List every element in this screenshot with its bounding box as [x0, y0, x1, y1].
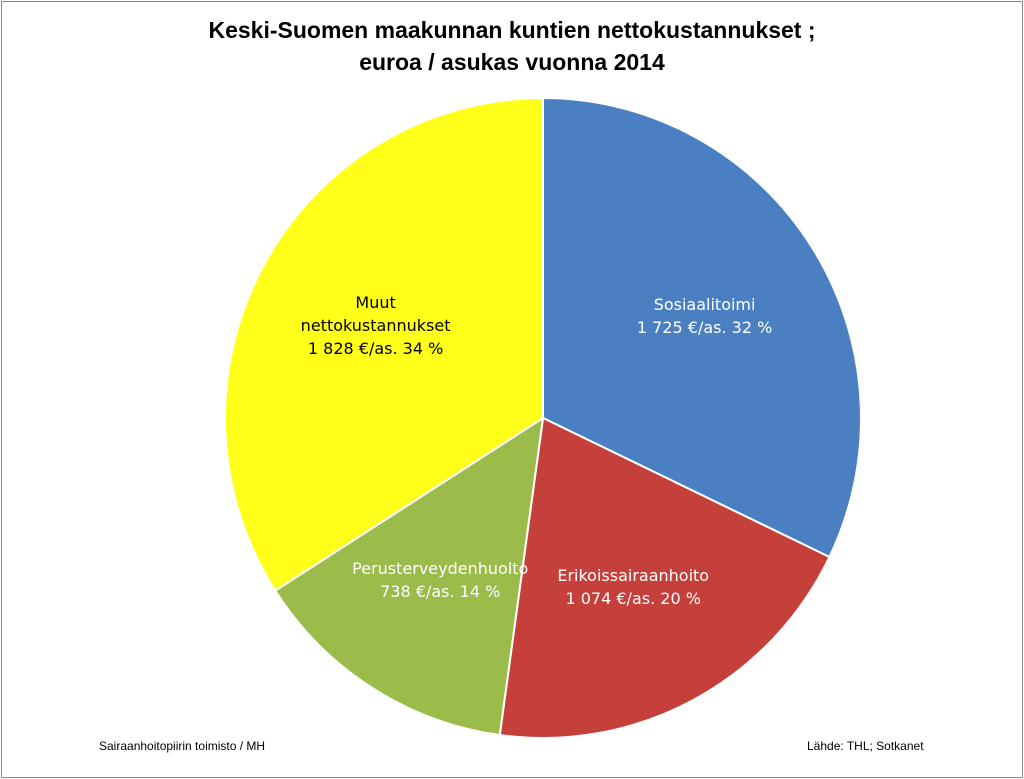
chart-title-line-2: euroa / asukas vuonna 2014: [359, 49, 665, 75]
slice-name: Erikoissairaanhoito: [557, 566, 710, 586]
pie-slice-muut-nettokustannukset: [224, 96, 544, 593]
chart-title: Keski-Suomen maakunnan kuntien nettokust…: [0, 14, 1024, 78]
slice-label-muut-nettokustannukset: Muut nettokustannukset 1 828 €/as. 34 %: [301, 291, 451, 360]
slice-label-erikoissairaanhoito: Erikoissairaanhoito 1 074 €/as. 20 %: [557, 564, 709, 610]
footer-source: Lähde: THL; Sotkanet: [807, 739, 924, 753]
slice-label-perusterveydenhuolto: Perusterveydenhuolto 738 €/as. 14 %: [352, 557, 528, 603]
slice-value-label: 738 €/as. 14 %: [380, 581, 501, 601]
slice-name: nettokustannukset: [300, 316, 451, 336]
slice-label-sosiaalitoimi: Sosiaalitoimi 1 725 €/as. 32 %: [637, 293, 772, 339]
slice-name: Muut: [355, 293, 396, 313]
slice-name: Sosiaalitoimi: [653, 294, 756, 314]
pie-slice-perusterveydenhuolto: [273, 415, 545, 737]
pie-slice-erikoissairaanhoito: [498, 416, 831, 739]
pie-slice-sosiaalitoimi: [542, 96, 862, 559]
footer-credit: Sairaanhoitopiirin toimisto / MH: [99, 739, 266, 753]
slice-value-label: 1 074 €/as. 20 %: [565, 589, 701, 609]
chart-title-line-1: Keski-Suomen maakunnan kuntien nettokust…: [208, 17, 816, 43]
slice-value-label: 1 828 €/as. 34 %: [307, 339, 444, 359]
slice-value-label: 1 725 €/as. 32 %: [636, 317, 773, 337]
slice-name: Perusterveydenhuolto: [352, 558, 529, 578]
